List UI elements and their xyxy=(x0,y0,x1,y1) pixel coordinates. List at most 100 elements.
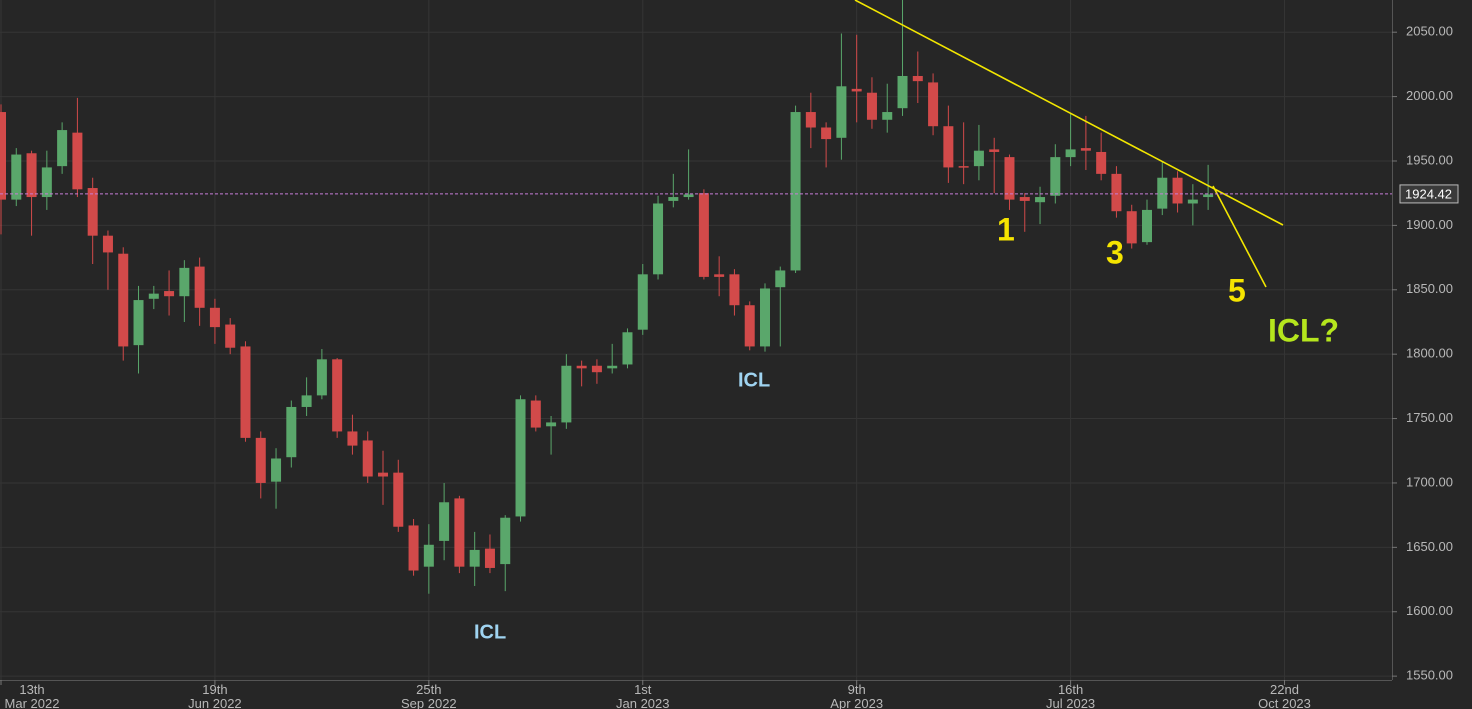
candle-body xyxy=(1142,209,1152,243)
candle-body xyxy=(515,399,526,517)
y-tick-label: 1950.00 xyxy=(1406,152,1453,167)
candle-body xyxy=(1187,199,1198,204)
candle-body xyxy=(836,86,847,138)
candle-body xyxy=(1065,149,1076,158)
x-tick-label: 1st Jan 2023 xyxy=(616,682,670,709)
candle-body xyxy=(102,235,113,253)
x-tick-label: 9th Apr 2023 xyxy=(830,682,884,709)
candle-body xyxy=(637,274,648,330)
candle-body xyxy=(194,266,205,308)
candle-body xyxy=(133,300,144,346)
candle-body xyxy=(530,400,541,428)
candle-body xyxy=(973,150,984,167)
candle-body xyxy=(760,288,770,347)
candle-body xyxy=(118,253,129,347)
candle-body xyxy=(714,274,725,277)
candle-body xyxy=(958,166,969,168)
price-axis-panel xyxy=(1392,0,1472,709)
x-tick-label: 25th Sep 2022 xyxy=(400,682,457,709)
annotation: 5 xyxy=(1228,272,1246,308)
y-tick-label: 1850.00 xyxy=(1406,281,1453,296)
candle-body xyxy=(821,127,832,140)
annotation: ICL xyxy=(738,369,770,391)
candle-body xyxy=(11,154,22,200)
candle-body xyxy=(1096,151,1107,174)
y-tick-label: 1650.00 xyxy=(1406,539,1453,554)
candle-body xyxy=(179,267,190,297)
candle-body xyxy=(26,153,37,198)
candle-body xyxy=(729,274,740,306)
candle-body xyxy=(775,270,786,288)
y-tick-label: 1550.00 xyxy=(1406,668,1453,683)
candle-body xyxy=(255,437,266,483)
candle-body xyxy=(423,544,434,567)
candle-body xyxy=(912,75,923,82)
candle-body xyxy=(454,498,465,567)
annotation: 1 xyxy=(997,211,1015,247)
candle-body xyxy=(316,359,327,396)
candle-body xyxy=(72,132,83,190)
candle-body xyxy=(653,203,664,275)
candle-body xyxy=(1019,197,1030,201)
x-tick-label: 13th Mar 2022 xyxy=(4,682,60,709)
candle-body xyxy=(683,194,694,198)
candle-body xyxy=(286,406,297,458)
candle-body xyxy=(866,92,877,120)
candle-body xyxy=(500,517,511,565)
last-price-label: 1924.42 xyxy=(1405,186,1452,201)
candle-body xyxy=(943,126,954,168)
candle-body xyxy=(439,502,450,541)
candle-body xyxy=(576,365,587,369)
candle-body xyxy=(1004,157,1015,200)
candle-body xyxy=(668,197,679,201)
candle-body xyxy=(1035,197,1046,203)
x-tick-label: 19th Jun 2022 xyxy=(188,682,242,709)
candle-body xyxy=(897,75,908,109)
candle-body xyxy=(0,112,6,200)
candle-body xyxy=(989,149,1000,152)
candle-body xyxy=(1111,173,1122,212)
y-tick-label: 1800.00 xyxy=(1406,346,1453,361)
candle-body xyxy=(408,525,419,571)
x-tick-label: 22nd Oct 2023 xyxy=(1258,682,1311,709)
candle-body xyxy=(41,167,52,198)
candle-body xyxy=(928,82,939,127)
y-tick-label: 1900.00 xyxy=(1406,217,1453,232)
candle-body xyxy=(851,88,862,92)
candle-body xyxy=(240,346,251,438)
candle-body xyxy=(1080,148,1091,151)
candle-body xyxy=(882,112,893,120)
candle-body xyxy=(301,395,312,407)
candle-body xyxy=(225,324,236,348)
candle-body xyxy=(805,112,816,128)
candle-body xyxy=(332,359,343,432)
candle-body xyxy=(698,193,709,277)
y-tick-label: 2000.00 xyxy=(1406,88,1453,103)
x-tick-label: 16th Jul 2023 xyxy=(1046,682,1096,709)
candle-body xyxy=(347,431,358,446)
candle-body xyxy=(393,472,404,527)
candle-body xyxy=(1172,177,1183,204)
candle-body xyxy=(744,305,755,347)
candle-body xyxy=(87,188,98,236)
candle-body xyxy=(378,472,388,477)
y-tick-label: 1750.00 xyxy=(1406,410,1453,425)
candle-body xyxy=(790,112,801,271)
candle-body xyxy=(607,365,618,369)
y-tick-label: 1600.00 xyxy=(1406,603,1453,618)
trend-line xyxy=(854,0,1284,226)
candle-body xyxy=(271,458,282,482)
candle-body xyxy=(1157,177,1168,209)
candle-body xyxy=(546,422,557,427)
candle-body xyxy=(209,307,220,328)
candle-body xyxy=(1050,157,1061,196)
last-price-box xyxy=(1399,184,1459,204)
candle-body xyxy=(469,549,480,567)
candle-body xyxy=(561,365,572,423)
y-tick-label: 1700.00 xyxy=(1406,474,1453,489)
candle-body xyxy=(57,130,68,167)
annotation: ICL? xyxy=(1268,312,1339,348)
plot-area xyxy=(0,0,1392,680)
